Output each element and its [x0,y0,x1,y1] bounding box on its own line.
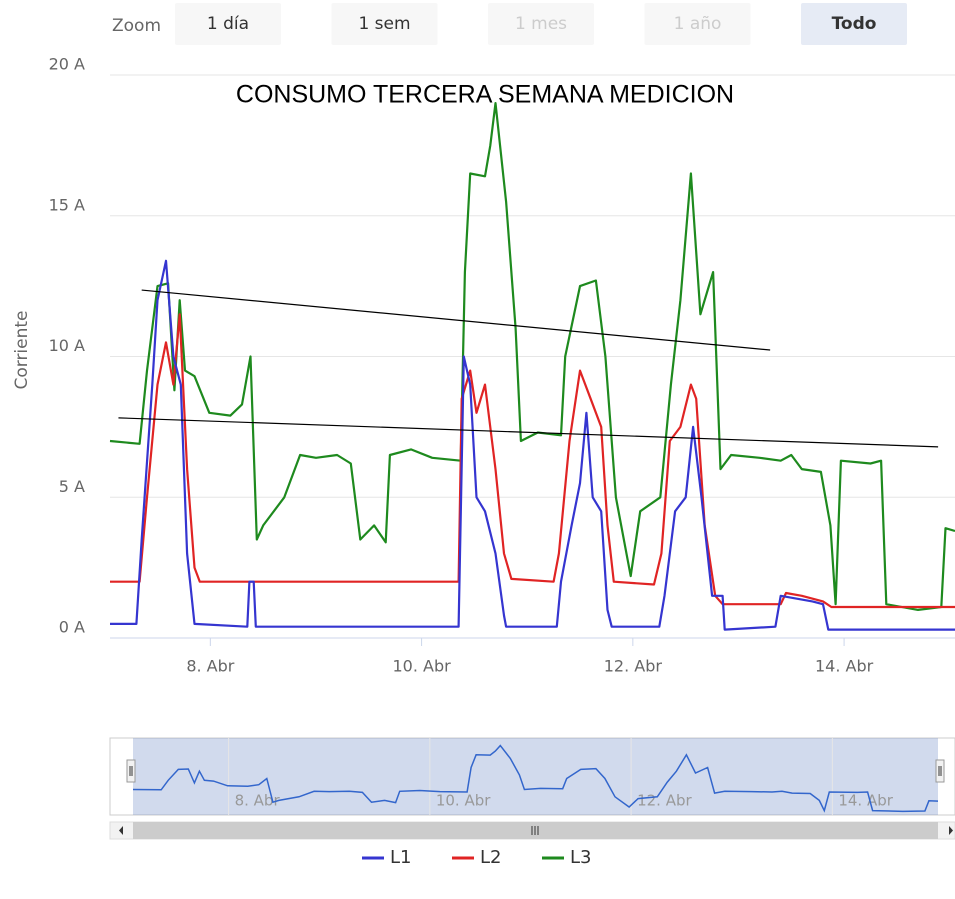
y-tick-label: 15 A [49,195,85,214]
navigator-tick-label: 10. Abr [436,792,491,810]
navigator-tick-label: 8. Abr [235,792,281,810]
zoom-button-label: 1 mes [515,14,567,34]
x-tick-label: 12. Abr [604,657,663,676]
navigator-tick-label: 14. Abr [838,792,893,810]
zoom-button [644,3,751,45]
zoom-button[interactable] [801,3,907,45]
zoom-button [488,3,594,45]
zoom-button-label[interactable]: Todo [832,14,877,34]
series-line [110,259,955,631]
navigator-handle[interactable] [126,759,136,783]
navigator-mask[interactable] [133,738,938,815]
zoom-button-label: 1 año [674,14,722,34]
series-line [110,313,955,609]
zoom-label: Zoom [112,16,161,36]
zoom-button-label[interactable]: 1 día [207,14,249,34]
x-tick-label: 14. Abr [815,657,874,676]
zoom-button[interactable] [331,3,438,45]
legend-label[interactable]: L1 [390,847,411,868]
y-tick-label: 0 A [59,618,85,637]
navigator-tick-label: 12. Abr [637,792,692,810]
series-line [109,102,955,611]
x-tick-label: 10. Abr [392,657,451,676]
scrollbar-arrow-right[interactable] [949,826,953,835]
navigator-series [132,744,939,813]
y-tick-label: 10 A [49,336,85,355]
legend-label[interactable]: L2 [480,847,501,868]
zoom-button-label[interactable]: 1 sem [358,14,410,34]
zoom-button[interactable] [175,3,281,45]
navigator-outline [109,737,955,816]
scrollbar-arrow-left[interactable] [119,826,123,835]
y-tick-label: 20 A [49,55,85,74]
y-axis-label: Corriente [12,310,32,389]
x-tick-label: 8. Abr [186,657,234,676]
y-tick-label: 5 A [59,477,85,496]
chart-title: CONSUMO TERCERA SEMANA MEDICION [236,81,734,109]
navigator-handle[interactable] [935,759,945,783]
legend-label[interactable]: L3 [570,847,591,868]
trend-line [118,417,939,448]
trend-line [141,289,771,351]
